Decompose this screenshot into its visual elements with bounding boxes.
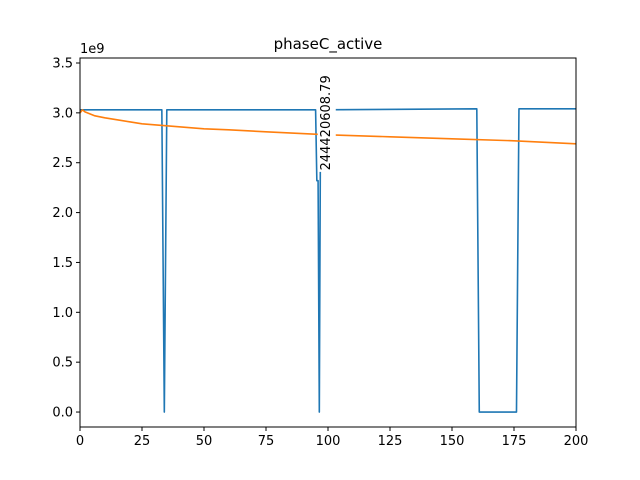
y-tick-label: 2.0 (52, 206, 73, 221)
y-tick-label: 1.0 (52, 306, 73, 321)
y-offset-label: 1e9 (80, 42, 105, 57)
x-tick-label: 0 (76, 434, 84, 449)
chart-title: phaseC_active (274, 35, 383, 54)
x-tick-label: 25 (134, 434, 151, 449)
x-tick-label: 175 (502, 434, 527, 449)
x-tick-label: 100 (316, 434, 341, 449)
x-tick-label: 75 (258, 434, 275, 449)
y-tick-label: 3.0 (52, 106, 73, 121)
x-tick-label: 50 (196, 434, 213, 449)
annotation-box (317, 73, 336, 172)
x-tick-label: 200 (564, 434, 589, 449)
x-tick-label: 125 (378, 434, 403, 449)
annotation-label: 244420608.79 (319, 75, 334, 170)
plot-area: 244420608.79 0 25 50 75 100 125 150 175 200 0.0 0.5… (52, 56, 588, 449)
y-tick-label: 0.5 (52, 356, 73, 371)
y-tick-label: 2.5 (52, 156, 73, 171)
y-tick-label: 0.0 (52, 406, 73, 421)
series-line-0 (80, 108, 576, 413)
y-tick-label: 1.5 (52, 256, 73, 271)
y-tick-label: 3.5 (52, 56, 73, 71)
x-tick-label: 150 (440, 434, 465, 449)
series-line-1 (79, 109, 577, 145)
